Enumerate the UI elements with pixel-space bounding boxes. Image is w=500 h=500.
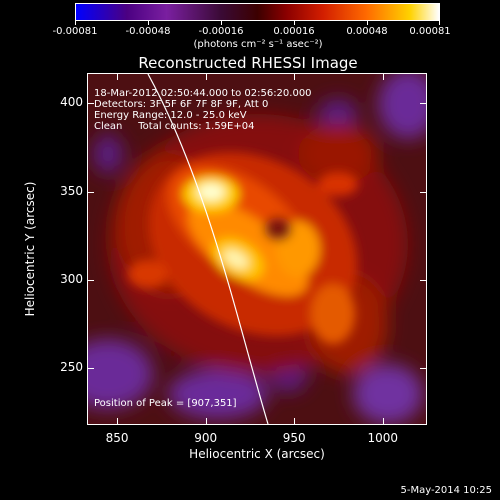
x-tick-mark	[382, 73, 384, 80]
colorbar-tick	[75, 21, 76, 25]
colorbar-gradient	[76, 4, 439, 20]
colorbar-tick	[439, 21, 440, 25]
footer-date: 5-May-2014 10:25	[400, 485, 492, 496]
flare-image	[88, 74, 426, 424]
x-tick-mark	[382, 418, 384, 425]
colorbar-unit-label: (photons cm⁻² s⁻¹ asec⁻²)	[193, 39, 323, 50]
detectors-label: Detectors: 3F 5F 6F 7F 8F 9F, Att 0	[94, 99, 269, 110]
clean-label: Clean Total counts: 1.59E+04	[94, 121, 255, 132]
x-tick-mark	[117, 418, 119, 425]
y-tick-mark	[87, 191, 94, 193]
y-tick-label: 300	[60, 271, 83, 286]
y-tick-mark	[420, 279, 427, 281]
x-tick-mark	[205, 418, 207, 425]
colorbar-tick-label: -0.00081	[52, 26, 98, 37]
x-tick-mark	[205, 73, 207, 80]
y-tick-mark	[87, 279, 94, 281]
limb-curve	[147, 74, 269, 424]
image-plot: 18-Mar-2012 02:50:44.000 to 02:56:20.000…	[87, 73, 427, 425]
colorbar-tick	[221, 21, 222, 25]
x-tick-label: 950	[282, 431, 306, 445]
peak-position-label: Position of Peak = [907,351]	[94, 398, 237, 409]
x-tick-label: 850	[105, 431, 129, 445]
x-tick-mark	[117, 73, 119, 80]
y-tick-mark	[87, 103, 94, 105]
colorbar-tick	[367, 21, 368, 25]
y-tick-mark	[420, 368, 427, 370]
colorbar-tick-label: -0.00048	[125, 26, 171, 37]
y-tick-label: 250	[60, 360, 83, 375]
y-tick-label: 400	[60, 95, 83, 110]
y-tick-mark	[420, 191, 427, 193]
colorbar-tick-label: 0.00048	[346, 26, 388, 37]
colorbar-tick-label: 0.00081	[409, 26, 451, 37]
y-tick-label: 350	[60, 183, 83, 198]
plot-title: Reconstructed RHESSI Image	[138, 54, 358, 72]
colorbar-tick	[148, 21, 149, 25]
x-axis-title: Heliocentric X (arcsec)	[189, 447, 325, 461]
energy-range-label: Energy Range: 12.0 - 25.0 keV	[94, 110, 247, 121]
time-range-label: 18-Mar-2012 02:50:44.000 to 02:56:20.000	[94, 88, 312, 99]
y-tick-mark	[87, 368, 94, 370]
y-axis-title: Heliocentric Y (arcsec)	[23, 181, 37, 317]
colorbar-tick-label: 0.00016	[273, 26, 315, 37]
colorbar	[75, 3, 440, 21]
colorbar-tick-label: -0.00016	[198, 26, 244, 37]
x-tick-label: 900	[194, 431, 218, 445]
colorbar-tick	[294, 21, 295, 25]
x-tick-mark	[294, 73, 296, 80]
x-tick-mark	[294, 418, 296, 425]
x-tick-label: 1000	[367, 431, 398, 445]
y-tick-mark	[420, 103, 427, 105]
